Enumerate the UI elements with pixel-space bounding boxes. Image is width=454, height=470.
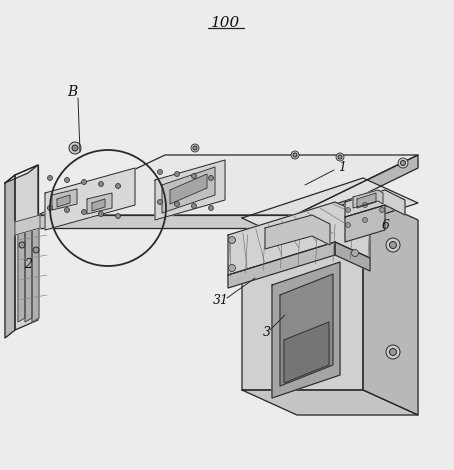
Text: 3: 3 bbox=[263, 327, 271, 339]
Circle shape bbox=[158, 199, 163, 204]
Text: 100: 100 bbox=[212, 16, 241, 30]
Polygon shape bbox=[15, 215, 40, 235]
Circle shape bbox=[193, 146, 197, 150]
Polygon shape bbox=[242, 178, 418, 243]
Circle shape bbox=[174, 172, 179, 177]
Circle shape bbox=[64, 207, 69, 212]
Polygon shape bbox=[345, 205, 385, 242]
Circle shape bbox=[158, 170, 163, 174]
Polygon shape bbox=[5, 175, 15, 338]
Polygon shape bbox=[242, 195, 363, 390]
Text: 6: 6 bbox=[382, 219, 390, 232]
Circle shape bbox=[390, 348, 396, 355]
Polygon shape bbox=[280, 274, 333, 386]
Polygon shape bbox=[228, 202, 370, 275]
Circle shape bbox=[99, 181, 104, 187]
Text: 1: 1 bbox=[338, 160, 346, 173]
Circle shape bbox=[48, 175, 53, 180]
Polygon shape bbox=[272, 262, 340, 398]
Polygon shape bbox=[265, 215, 330, 249]
Text: 31: 31 bbox=[213, 293, 229, 306]
Text: 2: 2 bbox=[24, 258, 32, 272]
Circle shape bbox=[291, 151, 299, 159]
Circle shape bbox=[362, 203, 367, 207]
Circle shape bbox=[33, 247, 39, 253]
Polygon shape bbox=[242, 390, 418, 415]
Polygon shape bbox=[353, 190, 383, 208]
Polygon shape bbox=[335, 242, 370, 271]
Polygon shape bbox=[363, 195, 418, 415]
Circle shape bbox=[69, 142, 81, 154]
Circle shape bbox=[208, 175, 213, 180]
Polygon shape bbox=[15, 165, 38, 330]
Circle shape bbox=[115, 213, 120, 219]
Circle shape bbox=[228, 265, 236, 272]
Circle shape bbox=[398, 158, 408, 168]
Polygon shape bbox=[155, 160, 225, 220]
Polygon shape bbox=[92, 199, 105, 211]
Circle shape bbox=[351, 250, 359, 257]
Polygon shape bbox=[57, 195, 70, 207]
Circle shape bbox=[345, 207, 350, 212]
Circle shape bbox=[99, 212, 104, 217]
Circle shape bbox=[208, 205, 213, 211]
Circle shape bbox=[293, 153, 297, 157]
Polygon shape bbox=[45, 168, 135, 230]
Circle shape bbox=[345, 222, 350, 227]
Circle shape bbox=[19, 242, 25, 248]
Circle shape bbox=[362, 218, 367, 222]
Circle shape bbox=[400, 160, 405, 165]
Circle shape bbox=[380, 207, 385, 212]
Polygon shape bbox=[25, 226, 32, 322]
Circle shape bbox=[64, 178, 69, 182]
Text: B: B bbox=[67, 85, 77, 99]
Polygon shape bbox=[162, 167, 215, 213]
Circle shape bbox=[115, 183, 120, 188]
Polygon shape bbox=[32, 226, 39, 322]
Circle shape bbox=[192, 204, 197, 209]
Polygon shape bbox=[52, 189, 77, 210]
Polygon shape bbox=[38, 155, 418, 215]
Circle shape bbox=[174, 202, 179, 206]
Circle shape bbox=[386, 238, 400, 252]
Circle shape bbox=[336, 153, 344, 161]
Circle shape bbox=[338, 155, 342, 159]
Circle shape bbox=[82, 210, 87, 214]
Polygon shape bbox=[357, 193, 376, 208]
Circle shape bbox=[386, 345, 400, 359]
Polygon shape bbox=[228, 242, 335, 288]
Polygon shape bbox=[18, 226, 25, 322]
Polygon shape bbox=[170, 174, 207, 204]
Circle shape bbox=[228, 236, 236, 243]
Polygon shape bbox=[87, 193, 112, 214]
Circle shape bbox=[82, 180, 87, 185]
Polygon shape bbox=[38, 215, 295, 228]
Circle shape bbox=[48, 205, 53, 211]
Polygon shape bbox=[345, 190, 405, 217]
Circle shape bbox=[191, 144, 199, 152]
Polygon shape bbox=[295, 155, 418, 228]
Polygon shape bbox=[5, 165, 38, 183]
Circle shape bbox=[390, 242, 396, 249]
Circle shape bbox=[72, 145, 78, 151]
Circle shape bbox=[192, 173, 197, 179]
Polygon shape bbox=[284, 322, 329, 383]
Circle shape bbox=[351, 221, 359, 228]
